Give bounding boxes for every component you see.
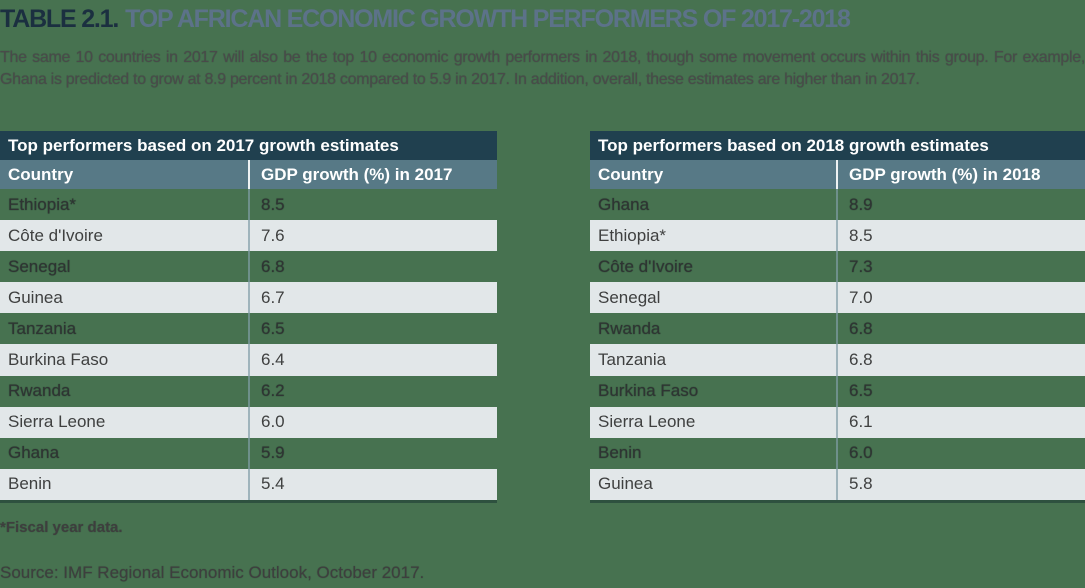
country-cell: Senegal <box>598 287 661 307</box>
table-row: Senegal 6.8 <box>0 251 497 283</box>
country-cell: Senegal <box>8 256 71 276</box>
gdp-value-cell: 7.3 <box>836 251 1085 283</box>
country-column-header: Country <box>598 164 664 184</box>
table-number-label: TABLE 2.1. <box>0 5 119 33</box>
gdp-value-cell: 6.5 <box>248 313 497 345</box>
table-body: Ghana 8.9 Ethiopia* 8.5 Côte d'Ivoire 7.3 Sene… <box>590 189 1085 500</box>
figure-description: The same 10 countries in 2017 will also … <box>0 49 1085 88</box>
figure-title-text: TOP AFRICAN ECONOMIC GROWTH PERFORMERS O… <box>125 5 851 33</box>
table-row: Ethiopia* 8.5 <box>0 189 497 221</box>
country-cell: Côte d'Ivoire <box>8 225 103 245</box>
footnote-source: Source: IMF Regional Economic Outlook, O… <box>0 563 425 582</box>
gdp-value-cell: 7.0 <box>836 282 1085 314</box>
country-column-header: Country <box>8 164 74 184</box>
table-row: Côte d'Ivoire 7.6 <box>0 220 497 252</box>
gdp-value-cell: 6.8 <box>836 344 1085 376</box>
country-cell: Rwanda <box>598 318 661 338</box>
table-row: Benin 5.4 <box>0 468 497 500</box>
country-cell: Ethiopia* <box>598 225 667 245</box>
gdp-value-cell: 6.0 <box>836 437 1085 469</box>
figure-title: TABLE 2.1. TOP AFRICAN ECONOMIC GROWTH PE… <box>0 5 851 34</box>
country-cell: Tanzania <box>598 350 667 370</box>
table-body: Ethiopia* 8.5 Côte d'Ivoire 7.6 Senegal 6.8 Gu… <box>0 189 497 500</box>
gdp-column-header: GDP growth (%) in 2017 <box>248 160 497 189</box>
gdp-value-cell: 6.8 <box>836 313 1085 345</box>
column-header-row: Country GDP growth (%) in 2018 <box>590 160 1085 189</box>
table-row: Burkina Faso 6.5 <box>590 375 1085 407</box>
table-row: Sierra Leone 6.1 <box>590 406 1085 438</box>
country-cell: Burkina Faso <box>598 381 699 401</box>
gdp-value-cell: 8.5 <box>248 189 497 221</box>
table-row: Côte d'Ivoire 7.3 <box>590 251 1085 283</box>
column-header-row: Country GDP growth (%) in 2017 <box>0 160 497 189</box>
growth-table-2018: Top performers based on 2018 growth esti… <box>590 131 1085 503</box>
table-row: Burkina Faso 6.4 <box>0 344 497 376</box>
country-cell: Benin <box>598 443 642 463</box>
gdp-value-cell: 6.5 <box>836 375 1085 407</box>
gdp-value-cell: 8.9 <box>836 189 1085 221</box>
table-row: Ghana 5.9 <box>0 437 497 469</box>
gdp-value-cell: 5.4 <box>248 468 497 500</box>
gdp-value-cell: 5.8 <box>836 468 1085 500</box>
gdp-column-header: GDP growth (%) in 2018 <box>836 160 1085 189</box>
table-row: Rwanda 6.2 <box>0 375 497 407</box>
gdp-value-cell: 6.8 <box>248 251 497 283</box>
country-cell: Burkina Faso <box>8 350 109 370</box>
table-row: Tanzania 6.5 <box>0 313 497 345</box>
table-title-bar: Top performers based on 2017 growth esti… <box>0 131 497 160</box>
gdp-value-cell: 6.4 <box>248 344 497 376</box>
table-row: Sierra Leone 6.0 <box>0 406 497 438</box>
table-row: Rwanda 6.8 <box>590 313 1085 345</box>
country-cell: Tanzania <box>8 318 77 338</box>
gdp-value-cell: 6.7 <box>248 282 497 314</box>
country-cell: Sierra Leone <box>8 412 106 432</box>
table-row: Ghana 8.9 <box>590 189 1085 221</box>
table-row: Guinea 6.7 <box>0 282 497 314</box>
table-row: Benin 6.0 <box>590 437 1085 469</box>
country-cell: Sierra Leone <box>598 412 696 432</box>
gdp-value-cell: 6.0 <box>248 406 497 438</box>
table-title-bar: Top performers based on 2018 growth esti… <box>590 131 1085 160</box>
gdp-value-cell: 7.6 <box>248 220 497 252</box>
gdp-value-cell: 8.5 <box>836 220 1085 252</box>
country-cell: Benin <box>8 474 52 494</box>
country-cell: Ghana <box>598 194 650 214</box>
country-cell: Ghana <box>8 443 60 463</box>
table-row: Senegal 7.0 <box>590 282 1085 314</box>
country-cell: Guinea <box>598 474 653 494</box>
country-cell: Ethiopia* <box>8 194 77 214</box>
gdp-value-cell: 6.2 <box>248 375 497 407</box>
table-row: Ethiopia* 8.5 <box>590 220 1085 252</box>
table-row: Guinea 5.8 <box>590 468 1085 500</box>
footnote-fiscal: *Fiscal year data. <box>0 519 123 536</box>
gdp-value-cell: 6.1 <box>836 406 1085 438</box>
table-row: Tanzania 6.8 <box>590 344 1085 376</box>
country-cell: Guinea <box>8 287 63 307</box>
gdp-value-cell: 5.9 <box>248 437 497 469</box>
country-cell: Côte d'Ivoire <box>598 256 693 276</box>
country-cell: Rwanda <box>8 381 71 401</box>
growth-table-2017: Top performers based on 2017 growth esti… <box>0 131 497 503</box>
